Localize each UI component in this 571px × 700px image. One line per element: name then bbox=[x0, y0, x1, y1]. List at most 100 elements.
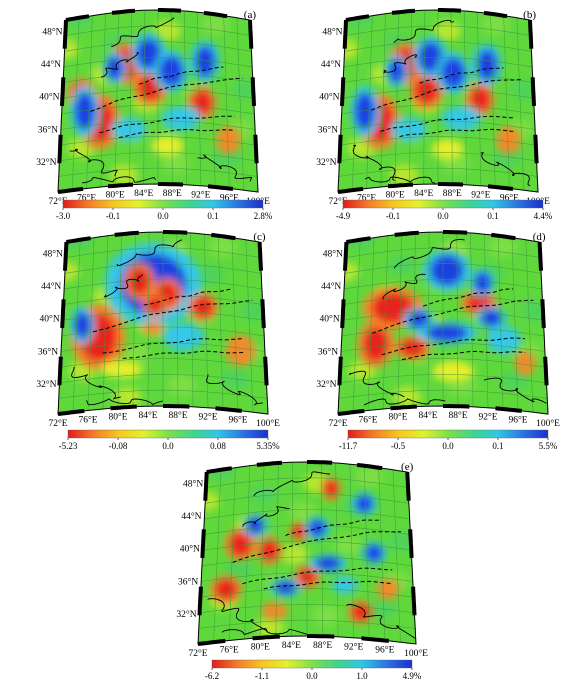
colorbar-ramp bbox=[67, 429, 269, 439]
yellow-anomaly bbox=[151, 135, 184, 157]
graticule bbox=[58, 232, 268, 413]
longitude-label: 80°E bbox=[106, 190, 125, 201]
orange-anomaly bbox=[216, 126, 241, 154]
blue-anomaly bbox=[365, 544, 383, 562]
colorbar-ramp bbox=[211, 659, 413, 669]
mottle-patch bbox=[196, 264, 225, 285]
latitude-label: 48°N bbox=[42, 26, 62, 37]
red-anomaly bbox=[146, 296, 164, 314]
longitude-label: 88°E bbox=[443, 188, 462, 199]
mottle-patch bbox=[209, 236, 238, 257]
graticule bbox=[198, 462, 416, 643]
longitude-label: 92°E bbox=[478, 412, 497, 423]
longitude-label: 92°E bbox=[471, 190, 490, 201]
latitude-label: 32°N bbox=[316, 379, 336, 390]
mottle-patch bbox=[481, 14, 510, 35]
longitude-label: 88°E bbox=[313, 640, 332, 651]
panel-label: (e) bbox=[401, 461, 414, 473]
longitude-label: 84°E bbox=[134, 188, 153, 199]
fault-lines bbox=[371, 67, 523, 138]
longitude-label: 96°E bbox=[508, 415, 527, 426]
fault-lines bbox=[232, 519, 402, 590]
fault-lines bbox=[90, 66, 243, 139]
colorbar-tick-label: 0.0 bbox=[306, 671, 318, 681]
colorbar-tick-label: 5.35% bbox=[256, 441, 280, 451]
latitude-label: 32°N bbox=[176, 609, 196, 620]
longitude-label: 100°E bbox=[256, 418, 280, 429]
latitude-label: 40°N bbox=[180, 544, 200, 555]
latitude-label: 36°N bbox=[38, 346, 58, 357]
latitude-label: 44°N bbox=[321, 281, 341, 292]
latitude-label: 40°N bbox=[320, 314, 340, 325]
orange-anomaly bbox=[514, 351, 536, 376]
blue-anomaly bbox=[355, 495, 373, 513]
cyan-anomaly bbox=[110, 117, 147, 142]
blue-anomaly bbox=[430, 254, 464, 286]
longitude-label: 72°E bbox=[188, 648, 207, 659]
velocity-field bbox=[58, 10, 258, 192]
latitude-label: 48°N bbox=[323, 248, 343, 259]
red-anomaly bbox=[399, 339, 425, 357]
colorbar: -5.23 -0.08 0.0 0.08 5.35% bbox=[59, 429, 280, 451]
latitude-label: 44°N bbox=[41, 281, 61, 292]
velocity-field bbox=[198, 462, 416, 644]
colorbar-tick-label: -0.1 bbox=[386, 211, 400, 221]
cyan-anomaly bbox=[390, 117, 427, 142]
map-panel-d: (d) 48°N 44°N 40°N 36°N 32°N 72°E 76°E 80°E 84°E 8… bbox=[316, 230, 560, 451]
blue-anomaly bbox=[441, 57, 466, 89]
longitude-label: 72°E bbox=[328, 418, 347, 429]
orange-anomaly bbox=[261, 602, 288, 620]
longitude-label: 76°E bbox=[357, 193, 376, 204]
latitude-label: 32°N bbox=[36, 379, 56, 390]
longitude-label: 100°E bbox=[536, 418, 560, 429]
mottle-patch bbox=[288, 502, 317, 523]
panel-label: (b) bbox=[523, 9, 536, 21]
mottle-patch bbox=[221, 369, 250, 390]
map-panel-a: (a) 48°N 44°N 40°N 36°N 32°N 72°E 76°E 80°E 84°E 8… bbox=[36, 8, 273, 221]
velocity-field bbox=[58, 232, 268, 414]
mottle-patch bbox=[167, 375, 196, 396]
cyan-anomaly bbox=[441, 106, 482, 131]
velocity-field bbox=[338, 232, 548, 414]
latitude-label: 44°N bbox=[41, 59, 61, 70]
longitude-label: 80°E bbox=[388, 412, 407, 423]
mottle-patch bbox=[355, 466, 384, 487]
colorbar-tick-label: 0.0 bbox=[442, 441, 454, 451]
blue-anomaly bbox=[354, 92, 375, 131]
cyan-anomaly bbox=[487, 326, 521, 354]
cyan-anomaly bbox=[332, 576, 359, 594]
panel-label: (a) bbox=[244, 9, 257, 21]
colorbar-tick-label: 0.0 bbox=[437, 211, 449, 221]
mottle-patch bbox=[161, 153, 190, 174]
longitude-label: 84°E bbox=[418, 410, 437, 421]
colorbar: -6.2 -1.1 0.0 1.0 4.9% bbox=[205, 659, 422, 681]
orange-anomaly bbox=[496, 126, 521, 154]
colorbar: -11.7 -0.5 0.0 0.1 5.5% bbox=[339, 429, 558, 451]
longitude-label: 76°E bbox=[78, 415, 97, 426]
latitude-label: 48°N bbox=[322, 26, 342, 37]
longitude-label: 84°E bbox=[282, 640, 301, 651]
colorbar-tick-label: 5.5% bbox=[539, 441, 558, 451]
map-panel-e: (e) 48°N 44°N 40°N 36°N 32°N 72°E 76°E 80°E 84°E 8… bbox=[176, 460, 428, 681]
longitude-label: 88°E bbox=[168, 410, 187, 421]
colorbar-ramp bbox=[347, 429, 549, 439]
longitude-label: 96°E bbox=[500, 193, 519, 204]
map-panel-b: (b) 48°N 44°N 40°N 36°N 32°N 72°E 76°E 80°E 84°E 8… bbox=[316, 8, 553, 221]
latitude-label: 48°N bbox=[43, 248, 63, 259]
longitude-label: 80°E bbox=[251, 642, 270, 653]
latitude-label: 40°N bbox=[319, 92, 339, 103]
orange-anomaly bbox=[142, 320, 164, 335]
fault-lines bbox=[92, 288, 253, 359]
mottle-patch bbox=[280, 544, 309, 565]
colorbar-tick-label: 2.8% bbox=[254, 211, 273, 221]
longitude-label: 76°E bbox=[358, 415, 377, 426]
boundary-lines bbox=[207, 471, 416, 640]
colorbar-tick-label: -4.9 bbox=[336, 211, 351, 221]
mottle-patch bbox=[489, 236, 518, 257]
colorbar-tick-label: -5.23 bbox=[59, 441, 78, 451]
longitude-label: 92°E bbox=[191, 190, 210, 201]
blue-anomaly bbox=[408, 311, 430, 329]
colorbar-ramp bbox=[342, 199, 544, 209]
map-frame bbox=[197, 460, 417, 646]
